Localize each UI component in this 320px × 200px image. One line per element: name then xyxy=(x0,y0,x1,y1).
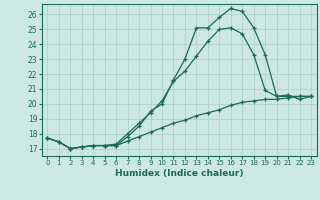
X-axis label: Humidex (Indice chaleur): Humidex (Indice chaleur) xyxy=(115,169,244,178)
